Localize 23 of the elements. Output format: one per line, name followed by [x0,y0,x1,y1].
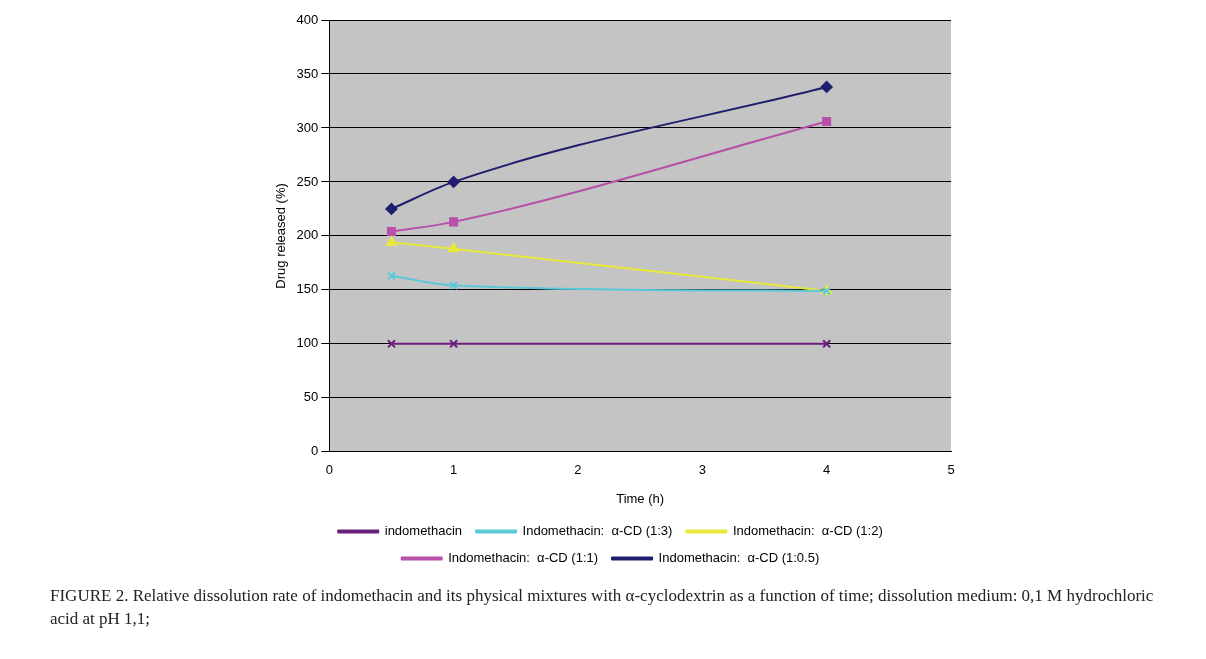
x-tick-label: 1 [450,462,458,478]
x-tick-label: 5 [947,462,955,478]
y-tick-label: 400 [296,11,319,27]
y-tick-label: 100 [296,335,319,351]
y-tick-label: 250 [296,173,319,189]
y-tick-label: 50 [303,389,319,405]
x-tick-label: 2 [574,462,582,478]
y-tick-label: 150 [296,281,319,297]
y-tick-label: 0 [311,443,319,459]
y-tick-label: 350 [296,65,319,81]
legend-label: Indomethacin: α-CD (1:3) [522,523,673,539]
legend-label: Indomethacin: α-CD (1:0.5) [658,550,820,566]
legend-label: indomethacin [384,523,463,539]
x-tick-label: 0 [325,462,333,478]
legend-label: Indomethacin: α-CD (1:2) [732,523,883,539]
caption: FIGURE 2. Relative dissolution rate of indomethacin and its physical mixtures with α-cyclodextrin as a function of time; dissolution medium: 0,1 M hydrochloric acid at pH 1,1; [50,585,1155,630]
x-axis-title: Time (h) [616,490,665,506]
y-axis-title: Drug released (%) [273,183,289,289]
x-tick-label: 4 [823,462,831,478]
y-tick-label: 300 [296,119,319,135]
x-tick-label: 3 [698,462,706,478]
legend-label: Indomethacin: α-CD (1:1) [448,550,599,566]
y-tick-label: 200 [296,227,319,243]
